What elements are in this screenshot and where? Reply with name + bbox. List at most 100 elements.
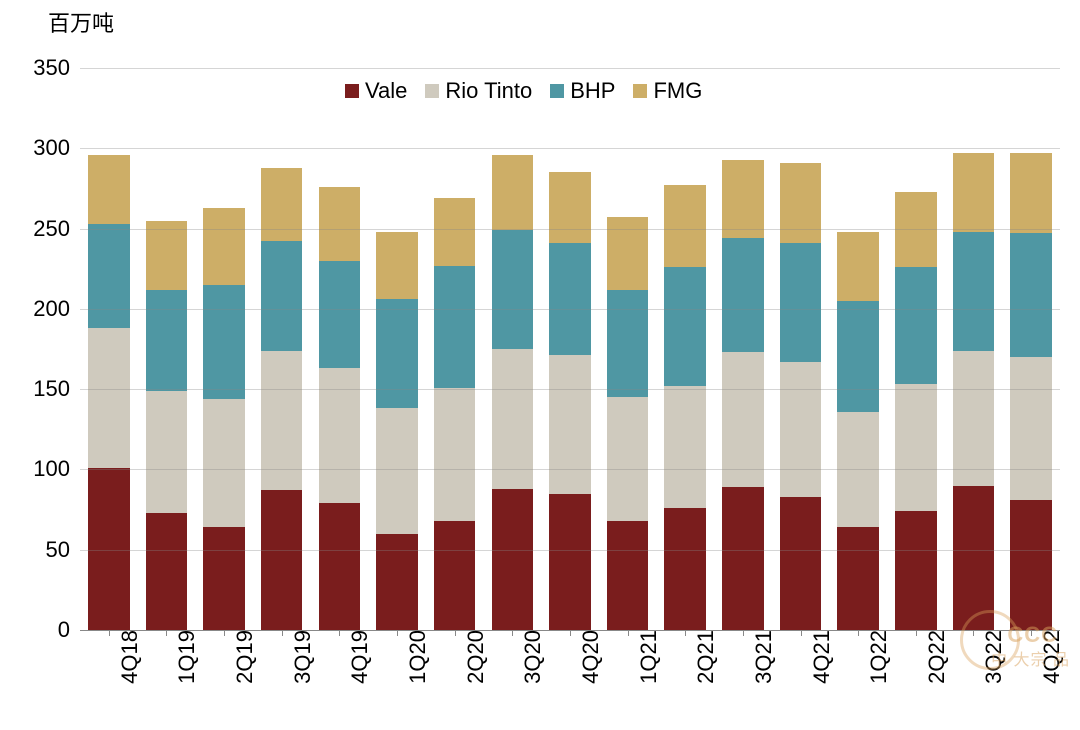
x-tick: [858, 630, 859, 636]
bar-slot: 3Q22: [945, 68, 1003, 630]
bar-segment: [203, 399, 245, 527]
bars-group: 4Q181Q192Q193Q194Q191Q202Q203Q204Q201Q21…: [80, 68, 1060, 630]
bar-segment: [953, 351, 995, 486]
bar-slot: 4Q18: [80, 68, 138, 630]
bar-segment: [607, 521, 649, 630]
bar: [88, 155, 130, 630]
bar-slot: 1Q19: [138, 68, 196, 630]
bar-segment: [492, 349, 534, 489]
bar: [895, 192, 937, 630]
y-tick-label: 300: [10, 135, 80, 161]
bar-segment: [549, 355, 591, 493]
bar-slot: 2Q21: [656, 68, 714, 630]
bar: [837, 232, 879, 630]
x-tick: [685, 630, 686, 636]
x-tick-label: 1Q22: [866, 630, 892, 684]
bar-segment: [780, 497, 822, 630]
y-tick-label: 0: [10, 617, 80, 643]
bar-slot: 1Q21: [599, 68, 657, 630]
chart-container: 百万吨 ValeRio TintoBHPFMG 4Q181Q192Q193Q19…: [0, 0, 1080, 730]
bar-segment: [1010, 153, 1052, 233]
bar-segment: [549, 494, 591, 630]
bar-segment: [146, 391, 188, 513]
bar-segment: [953, 153, 995, 232]
bar-segment: [434, 198, 476, 265]
bar-segment: [722, 238, 764, 352]
bar-slot: 4Q21: [772, 68, 830, 630]
bar-segment: [376, 408, 418, 533]
bar-segment: [434, 388, 476, 521]
x-tick: [743, 630, 744, 636]
bar-segment: [319, 503, 361, 630]
bar: [319, 187, 361, 630]
bar: [492, 155, 534, 630]
bar-slot: 4Q19: [311, 68, 369, 630]
gridline: [80, 550, 1060, 551]
x-tick-label: 4Q19: [347, 630, 373, 684]
bar-segment: [146, 513, 188, 630]
bar: [780, 163, 822, 630]
bar: [953, 153, 995, 630]
bar-segment: [953, 486, 995, 631]
gridline: [80, 68, 1060, 69]
bar-segment: [376, 299, 418, 408]
x-tick: [801, 630, 802, 636]
bar-segment: [376, 232, 418, 299]
x-tick: [570, 630, 571, 636]
plot-area: 4Q181Q192Q193Q194Q191Q202Q203Q204Q201Q21…: [80, 68, 1060, 631]
bar-slot: 3Q21: [714, 68, 772, 630]
x-tick-label: 4Q18: [117, 630, 143, 684]
y-tick-label: 200: [10, 296, 80, 322]
x-tick-label: 4Q20: [578, 630, 604, 684]
bar: [1010, 153, 1052, 630]
gridline: [80, 229, 1060, 230]
bar-slot: 3Q19: [253, 68, 311, 630]
bar-segment: [837, 232, 879, 301]
bar-segment: [664, 386, 706, 508]
bar: [549, 172, 591, 630]
bar: [376, 232, 418, 630]
bar-segment: [722, 487, 764, 630]
x-tick-label: 2Q22: [924, 630, 950, 684]
x-tick: [397, 630, 398, 636]
gridline: [80, 309, 1060, 310]
x-tick-label: 3Q19: [290, 630, 316, 684]
bar-segment: [895, 511, 937, 630]
bar-slot: 1Q20: [368, 68, 426, 630]
bar-segment: [434, 521, 476, 630]
x-tick: [916, 630, 917, 636]
x-tick-label: 2Q21: [693, 630, 719, 684]
bar-slot: 2Q22: [887, 68, 945, 630]
bar-segment: [837, 301, 879, 412]
bar-segment: [203, 527, 245, 630]
bar-slot: 3Q20: [483, 68, 541, 630]
bar-segment: [895, 384, 937, 511]
bar-segment: [953, 232, 995, 351]
x-tick: [224, 630, 225, 636]
bar-slot: 4Q20: [541, 68, 599, 630]
bar-segment: [549, 172, 591, 243]
y-tick-label: 150: [10, 376, 80, 402]
bar-segment: [88, 328, 130, 468]
bar: [434, 198, 476, 630]
y-tick-label: 250: [10, 216, 80, 242]
bar-segment: [607, 290, 649, 398]
x-tick: [109, 630, 110, 636]
bar: [203, 208, 245, 630]
bar-segment: [1010, 500, 1052, 630]
y-axis-title: 百万吨: [48, 6, 114, 38]
bar-segment: [780, 243, 822, 362]
y-tick-label: 350: [10, 55, 80, 81]
bar-slot: 1Q22: [829, 68, 887, 630]
bar-segment: [434, 266, 476, 388]
x-tick: [282, 630, 283, 636]
bar-segment: [261, 490, 303, 630]
bar-segment: [664, 508, 706, 630]
x-tick-label: 1Q21: [636, 630, 662, 684]
x-tick-label: 4Q21: [809, 630, 835, 684]
watermark-text-bottom: 中 大宗 品: [991, 646, 1070, 670]
bar-segment: [780, 362, 822, 497]
bar-segment: [492, 155, 534, 230]
bar-segment: [722, 160, 764, 239]
bar-segment: [261, 168, 303, 242]
